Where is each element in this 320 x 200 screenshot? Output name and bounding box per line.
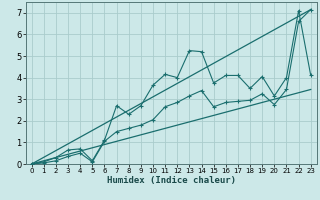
X-axis label: Humidex (Indice chaleur): Humidex (Indice chaleur) xyxy=(107,176,236,185)
